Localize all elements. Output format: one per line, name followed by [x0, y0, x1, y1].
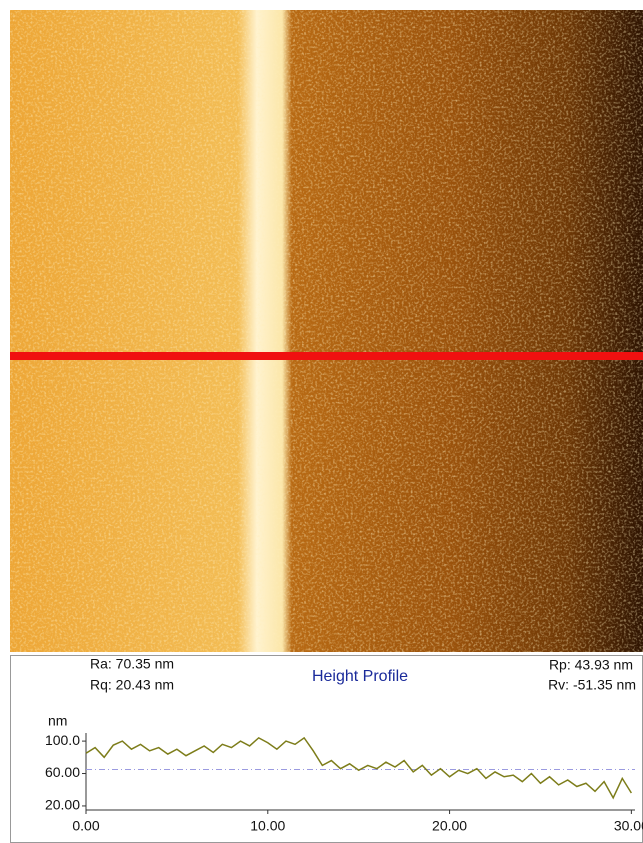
x-tick-label: 10.00	[250, 818, 285, 834]
chart-title: Height Profile	[312, 668, 408, 685]
stat-rq: Rq: 20.43 nm	[90, 677, 174, 693]
screen: Ra: 70.35 nm Rq: 20.43 nm Rp: 43.93 nm R…	[0, 0, 643, 843]
afm-image	[10, 10, 643, 652]
profile-line	[10, 352, 643, 360]
stat-ra: Ra: 70.35 nm	[90, 656, 174, 672]
y-tick-label: 100.0	[45, 732, 80, 748]
stat-rv: Rv: -51.35 nm	[548, 677, 636, 693]
x-tick-label: 0.00	[72, 818, 99, 834]
y-tick-label: 60.00	[45, 764, 80, 780]
y-axis-label: nm	[48, 713, 67, 729]
x-tick-label: 20.00	[432, 818, 467, 834]
x-tick-label: 30.00	[614, 818, 643, 834]
y-tick-label: 20.00	[45, 797, 80, 813]
stat-rp: Rp: 43.93 nm	[549, 657, 633, 673]
